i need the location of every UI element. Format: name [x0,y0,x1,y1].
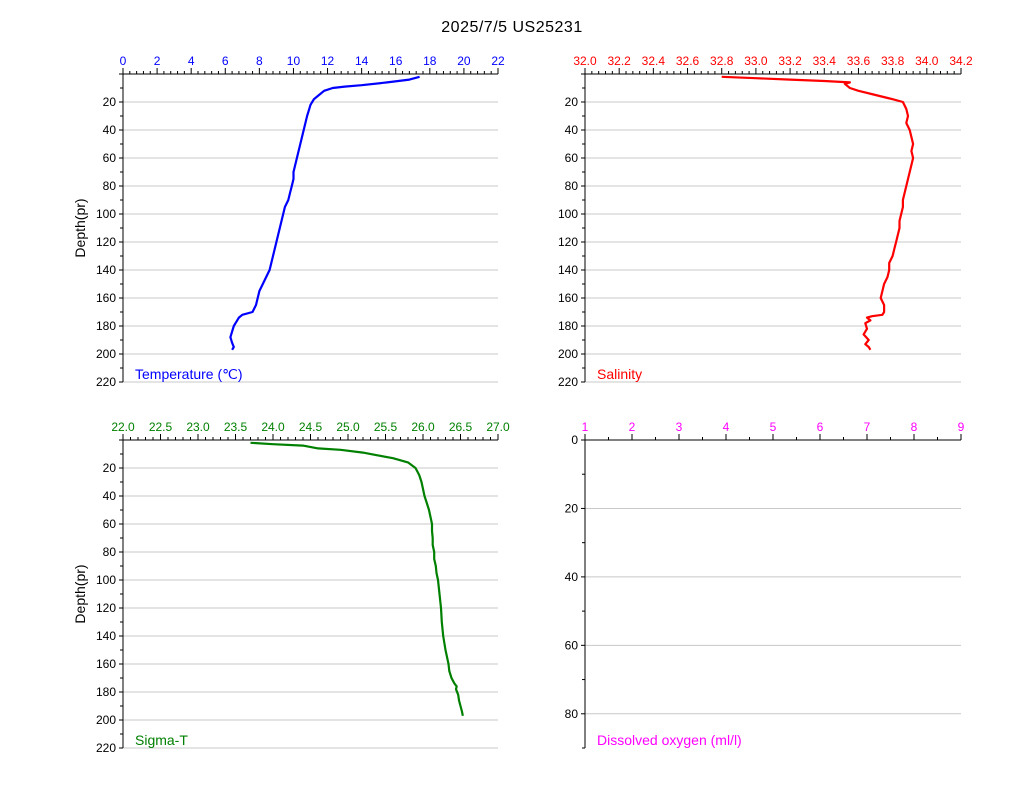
sigma-t-x-tick-label: 25.5 [374,420,398,434]
dissolved-oxygen-x-tick-label: 5 [770,420,777,434]
dissolved-oxygen-y-tick-label: 80 [565,707,579,721]
sigma-t-y-tick-label: 160 [96,657,116,671]
temperature-y-tick-label: 80 [103,179,117,193]
temperature-x-tick-label: 14 [355,54,369,68]
temperature-y-tick-label: 220 [96,375,116,389]
salinity-y-tick-label: 220 [558,375,578,389]
sigma-t-x-tick-label: 23.0 [186,420,210,434]
dissolved-oxygen-panel-label: Dissolved oxygen (ml/l) [597,732,742,748]
salinity-y-tick-label: 20 [565,95,579,109]
temperature-x-tick-label: 0 [120,54,127,68]
sigma-t-x-tick-label: 22.0 [111,420,135,434]
salinity-y-tick-label: 160 [558,291,578,305]
sigma-t-x-tick-label: 22.5 [149,420,173,434]
temperature-series-line [229,75,420,351]
dissolved-oxygen-x-tick-label: 2 [629,420,636,434]
sigma-t-x-tick-label: 26.0 [411,420,435,434]
sigma-t-y-tick-label: 60 [103,517,117,531]
temperature-x-tick-label: 2 [154,54,161,68]
sigma-t-panel: 22.0 22.5 23.0 23.5 24.0 24.5 25.0 25.5 26.0 26.5… [72,420,510,755]
temperature-x-tick-label: 20 [457,54,471,68]
sigma-t-series-line [250,441,464,717]
temperature-x-tick-label: 8 [256,54,263,68]
temperature-y-tick-label: 120 [96,235,116,249]
temperature-y-tick-label: 40 [103,123,117,137]
salinity-x-tick-label: 32.8 [710,54,734,68]
salinity-x-tick-label: 33.6 [847,54,871,68]
salinity-x-tick-label: 33.2 [778,54,802,68]
temperature-y-axis-title: Depth(pr) [72,198,88,257]
dissolved-oxygen-x-tick-label: 7 [864,420,871,434]
salinity-y-tick-label: 140 [558,263,578,277]
salinity-y-tick-label: 200 [558,347,578,361]
salinity-x-tick-label: 32.2 [608,54,632,68]
temperature-y-tick-label: 20 [103,95,117,109]
temperature-x-tick-label: 4 [188,54,195,68]
sigma-t-y-tick-label: 20 [103,461,117,475]
sigma-t-x-tick-label: 25.0 [336,420,360,434]
salinity-panel: 32.0 32.2 32.4 32.6 32.8 33.0 33.2 33.4 33.6 33.8… [558,54,973,389]
temperature-panel-label: Temperature (℃) [135,366,243,382]
temperature-x-tick-label: 16 [389,54,403,68]
temperature-x-tick-label: 12 [321,54,335,68]
salinity-x-tick-label: 34.0 [915,54,939,68]
sigma-t-y-tick-label: 40 [103,489,117,503]
temperature-y-tick-label: 140 [96,263,116,277]
salinity-y-tick-label: 180 [558,319,578,333]
salinity-x-tick-label: 33.0 [744,54,768,68]
figure-title: 2025/7/5 US25231 [441,19,583,36]
salinity-x-tick-label: 32.4 [642,54,666,68]
sigma-t-y-tick-label: 120 [96,601,116,615]
sigma-t-y-tick-label: 180 [96,685,116,699]
dissolved-oxygen-y-tick-label: 40 [565,570,579,584]
sigma-t-y-tick-label: 140 [96,629,116,643]
dissolved-oxygen-x-tick-label: 8 [911,420,918,434]
salinity-y-tick-label: 120 [558,235,578,249]
sigma-t-x-tick-label: 24.0 [261,420,285,434]
sigma-t-y-tick-label: 220 [96,741,116,755]
dissolved-oxygen-x-tick-label: 6 [817,420,824,434]
sigma-t-y-axis-title: Depth(pr) [72,564,88,623]
temperature-y-tick-label: 100 [96,207,116,221]
salinity-y-tick-label: 100 [558,207,578,221]
sigma-t-x-tick-label: 23.5 [224,420,248,434]
sigma-t-y-tick-label: 100 [96,573,116,587]
salinity-y-tick-label: 60 [565,151,579,165]
dissolved-oxygen-panel: 1 2 3 4 5 6 7 8 9 0 20 40 60 80 Dissolved oxygen (ml/l… [565,420,965,749]
salinity-x-tick-label: 33.4 [813,54,837,68]
dissolved-oxygen-x-tick-label: 4 [723,420,730,434]
salinity-series-line [721,75,915,351]
temperature-y-tick-label: 160 [96,291,116,305]
salinity-x-tick-label: 32.0 [573,54,597,68]
salinity-y-tick-label: 80 [565,179,579,193]
dissolved-oxygen-y-tick-label: 0 [571,433,578,447]
sigma-t-y-tick-label: 80 [103,545,117,559]
temperature-y-tick-label: 180 [96,319,116,333]
temperature-x-tick-label: 18 [423,54,437,68]
salinity-panel-label: Salinity [597,366,642,382]
salinity-x-tick-label: 33.8 [881,54,905,68]
sigma-t-x-tick-label: 24.5 [299,420,323,434]
salinity-x-tick-label: 34.2 [949,54,973,68]
dissolved-oxygen-y-tick-label: 60 [565,638,579,652]
temperature-x-tick-label: 10 [287,54,301,68]
sigma-t-y-tick-label: 200 [96,713,116,727]
temperature-x-tick-label: 22 [491,54,505,68]
sigma-t-x-tick-label: 26.5 [449,420,473,434]
salinity-x-tick-label: 32.6 [676,54,700,68]
dissolved-oxygen-y-tick-label: 20 [565,501,579,515]
dissolved-oxygen-x-tick-label: 1 [582,420,589,434]
sigma-t-x-tick-label: 27.0 [486,420,510,434]
salinity-y-tick-label: 40 [565,123,579,137]
temperature-y-tick-label: 60 [103,151,117,165]
dissolved-oxygen-x-tick-label: 3 [676,420,683,434]
dissolved-oxygen-x-tick-label: 9 [958,420,965,434]
temperature-y-tick-label: 200 [96,347,116,361]
sigma-t-panel-label: Sigma-T [135,732,188,748]
temperature-panel: 0 2 4 6 8 10 12 14 16 18 20 22 20 40 60 80 100 120 140 160 1… [72,54,505,389]
temperature-x-tick-label: 6 [222,54,229,68]
